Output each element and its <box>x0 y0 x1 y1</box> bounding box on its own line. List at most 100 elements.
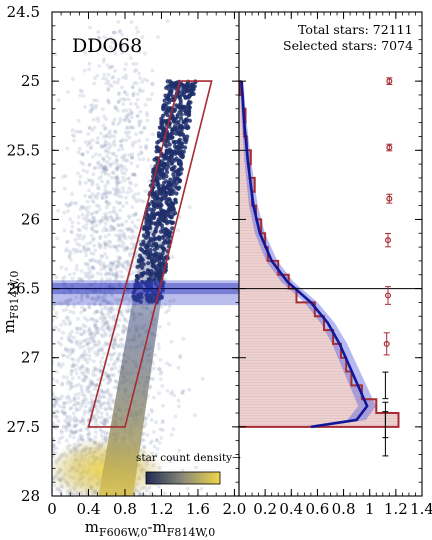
background-star <box>60 394 64 398</box>
background-star <box>85 169 89 174</box>
background-star <box>99 310 103 315</box>
background-star <box>67 424 72 428</box>
background-star <box>133 192 138 197</box>
background-star <box>64 375 69 380</box>
background-star <box>47 452 51 456</box>
background-star <box>68 309 73 314</box>
background-star <box>13 413 17 417</box>
background-star <box>104 419 109 424</box>
background-star <box>150 439 154 443</box>
background-star <box>166 321 171 326</box>
background-star <box>107 239 111 244</box>
selected-star <box>170 94 175 99</box>
background-star <box>95 353 99 358</box>
background-star <box>70 503 74 507</box>
background-star <box>140 35 145 40</box>
background-star <box>62 411 67 416</box>
background-star <box>73 392 78 397</box>
background-star <box>45 349 49 353</box>
background-star <box>124 76 128 81</box>
background-star <box>119 163 124 168</box>
background-star <box>110 218 115 223</box>
x-tick-label: 2.0 <box>223 500 247 518</box>
background-star <box>86 386 91 390</box>
background-star <box>107 284 112 289</box>
background-star <box>32 475 36 479</box>
selected-star <box>175 104 180 109</box>
background-star <box>94 430 98 435</box>
background-star <box>143 51 147 56</box>
background-star <box>124 195 128 200</box>
background-star <box>27 465 31 469</box>
background-star <box>109 65 114 69</box>
background-star <box>76 249 81 254</box>
background-star <box>146 413 151 417</box>
x-tick-label: 0.8 <box>113 500 137 518</box>
background-star <box>119 269 124 274</box>
background-star <box>118 243 123 248</box>
background-star <box>148 491 153 495</box>
background-star <box>102 72 107 77</box>
background-star <box>99 411 104 416</box>
background-star <box>89 251 94 256</box>
background-star <box>85 293 90 298</box>
background-star <box>101 264 106 269</box>
background-star <box>122 165 127 170</box>
selected-star <box>170 135 175 140</box>
selected-star <box>172 144 178 149</box>
selected-star <box>163 142 168 147</box>
background-star <box>94 297 99 302</box>
background-star <box>103 143 108 148</box>
background-star <box>113 341 118 346</box>
background-star <box>103 406 107 411</box>
selected-star <box>157 162 162 167</box>
background-star <box>106 86 111 91</box>
background-star <box>154 438 159 443</box>
background-star <box>152 366 156 371</box>
background-star <box>124 114 128 119</box>
galaxy-name: DDO68 <box>72 35 142 57</box>
background-star <box>114 192 119 196</box>
background-star <box>86 263 90 268</box>
background-star <box>181 388 186 393</box>
selected-star <box>171 179 176 184</box>
background-star <box>104 199 109 204</box>
background-star <box>103 164 108 169</box>
background-star <box>113 104 118 109</box>
background-star <box>46 308 50 312</box>
background-star <box>79 404 84 409</box>
background-star <box>130 242 134 246</box>
background-star <box>105 160 110 165</box>
selected-star <box>176 168 181 173</box>
background-star <box>5 507 9 511</box>
background-star <box>97 35 101 40</box>
background-star <box>107 100 111 105</box>
background-star <box>44 393 48 397</box>
background-star <box>82 307 87 312</box>
background-star <box>137 239 142 244</box>
selected-star <box>152 214 157 219</box>
background-star <box>92 81 97 86</box>
background-star <box>100 143 105 148</box>
background-star <box>79 354 84 359</box>
background-star <box>93 435 98 440</box>
selected-star <box>157 168 162 173</box>
background-star <box>114 187 119 192</box>
selected-star <box>151 241 156 246</box>
background-star <box>112 307 116 312</box>
background-star <box>33 456 37 460</box>
background-star <box>100 218 105 223</box>
background-star <box>89 221 94 225</box>
background-star <box>105 242 110 247</box>
selected-star <box>177 178 183 183</box>
background-star <box>84 376 89 380</box>
background-star <box>120 274 125 279</box>
background-star <box>142 424 147 429</box>
background-star <box>71 417 76 421</box>
selected-star <box>161 107 166 112</box>
background-star <box>68 406 73 411</box>
background-star <box>96 351 101 356</box>
background-star <box>54 415 59 419</box>
background-star <box>111 218 115 223</box>
selected-star <box>158 219 163 224</box>
